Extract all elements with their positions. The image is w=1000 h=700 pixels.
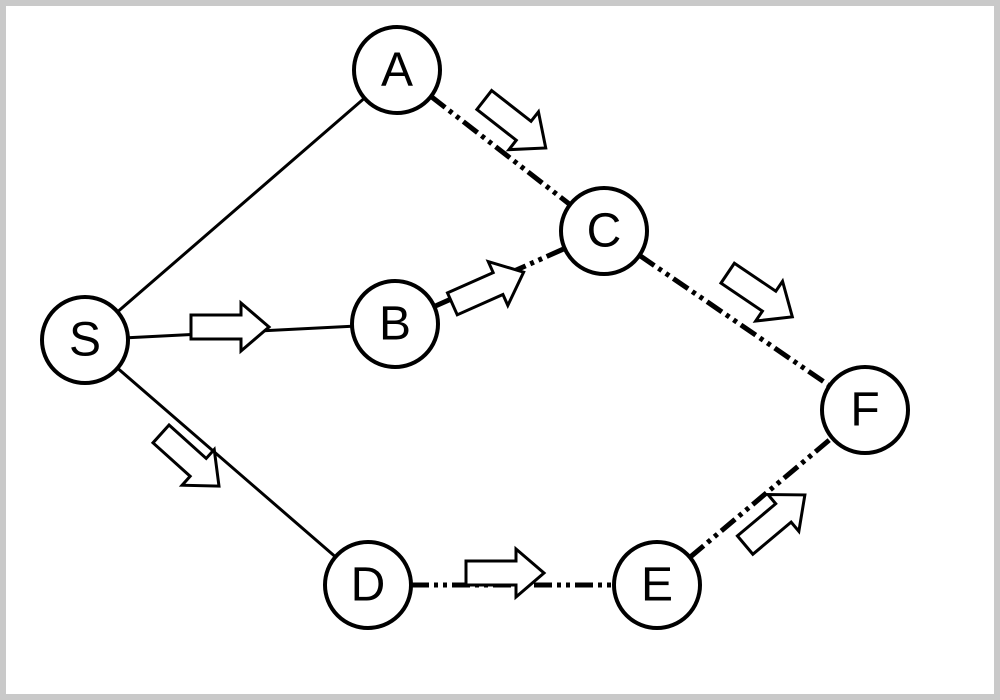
node-label-F: F [850, 384, 879, 437]
node-label-E: E [641, 559, 673, 612]
node-label-A: A [381, 44, 413, 97]
node-label-D: D [351, 559, 386, 612]
flow-arrow-0 [191, 303, 269, 351]
edges-layer [118, 96, 833, 585]
flow-arrow-2 [469, 81, 560, 167]
arrows-layer [145, 81, 820, 597]
edge-S-D [118, 368, 336, 557]
arrow-icon [443, 250, 534, 326]
node-label-B: B [379, 298, 411, 351]
node-C: C [561, 188, 647, 274]
graph-diagram: S A B C D E F [0, 0, 1000, 700]
edge-S-A [118, 98, 365, 312]
arrow-icon [466, 549, 544, 597]
flow-arrow-5 [466, 549, 544, 597]
arrow-icon [730, 477, 821, 564]
flow-arrow-6 [730, 477, 821, 564]
node-F: F [822, 367, 908, 453]
node-S: S [42, 297, 128, 383]
flow-arrow-4 [714, 253, 806, 336]
arrow-icon [191, 303, 269, 351]
flow-arrow-3 [443, 250, 534, 326]
node-label-S: S [69, 314, 101, 367]
node-E: E [614, 542, 700, 628]
node-A: A [354, 27, 440, 113]
node-D: D [325, 542, 411, 628]
node-B: B [352, 281, 438, 367]
nodes-layer: S A B C D E F [42, 27, 908, 628]
arrow-icon [469, 81, 560, 167]
node-label-C: C [587, 205, 622, 258]
arrow-icon [714, 253, 806, 336]
